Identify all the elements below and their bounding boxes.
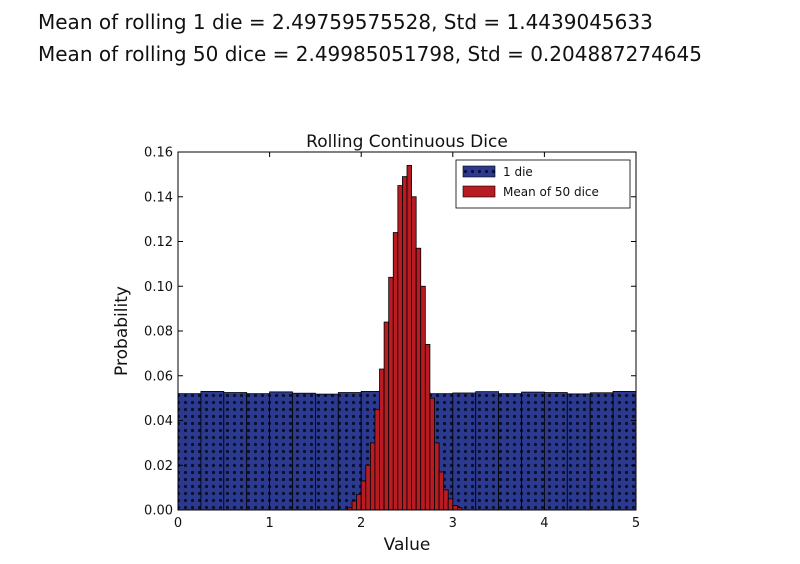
bar-series-2-22 — [447, 498, 454, 511]
bar-series-2-17 — [424, 344, 431, 511]
bar-series-1-17 — [566, 393, 591, 511]
x-axis-label: Value — [384, 535, 431, 555]
y-tick-label: 0.12 — [144, 235, 173, 250]
legend-swatch-2 — [462, 185, 496, 198]
y-tick-label: 0.16 — [144, 146, 173, 161]
bar-series-2-3 — [360, 480, 367, 511]
y-tick-label: 0.14 — [144, 190, 173, 205]
x-tick-label: 1 — [265, 516, 273, 531]
legend-label-1: 1 die — [503, 165, 533, 179]
bar-series-2-23 — [452, 505, 458, 511]
bar-series-1-5 — [292, 392, 316, 511]
bar-series-1-13 — [475, 391, 500, 511]
bar-series-2-14 — [411, 196, 417, 511]
bar-series-2-1 — [351, 500, 358, 511]
bar-series-1-2 — [223, 392, 248, 511]
legend: 1 die Mean of 50 dice — [455, 159, 631, 209]
bar-series-2-2 — [356, 493, 362, 511]
bar-series-2-7 — [379, 368, 385, 511]
y-tick-label: 0.02 — [144, 459, 173, 474]
legend-swatch-1 — [462, 165, 496, 178]
bar-series-2-19 — [434, 442, 440, 511]
bar-series-2-8 — [383, 321, 390, 511]
bar-series-1-15 — [521, 391, 545, 511]
y-tick-label: 0.08 — [144, 325, 173, 340]
bar-series-1-6 — [314, 393, 339, 511]
x-tick-label: 5 — [632, 516, 640, 531]
bar-series-2-11 — [397, 185, 403, 511]
bar-series-2-6 — [374, 408, 380, 511]
bar-series-2-16 — [420, 285, 426, 511]
legend-label-2: Mean of 50 dice — [503, 185, 599, 199]
y-tick-label: 0.10 — [144, 280, 173, 295]
bar-series-1-4 — [269, 391, 293, 511]
header-line-1: Mean of rolling 1 die = 2.49759575528, S… — [38, 10, 653, 34]
header-line-2: Mean of rolling 50 dice = 2.49985051798,… — [38, 42, 702, 66]
axis-ticks: 0 1 2 3 4 5 0.00 0.02 0.04 0.06 0.08 0.10 0.12 0.14 0.… — [144, 146, 640, 532]
bar-series-1-19 — [612, 391, 637, 511]
bar-series-1-12 — [452, 392, 477, 511]
bar-series-1-14 — [498, 393, 522, 511]
bar-series-1-3 — [246, 393, 270, 511]
y-tick-label: 0.00 — [144, 504, 173, 519]
bar-series-2-18 — [429, 397, 435, 511]
chart-title: Rolling Continuous Dice — [306, 132, 508, 152]
bar-series-2-4 — [365, 464, 371, 511]
y-tick-label: 0.04 — [144, 414, 173, 429]
bar-series-2-9 — [388, 276, 394, 511]
series-2-bars — [347, 165, 463, 511]
x-tick-label: 4 — [540, 516, 548, 531]
y-axis-label: Probability — [112, 286, 132, 376]
bar-series-2-15 — [415, 247, 422, 511]
header: Mean of rolling 1 die = 2.49759575528, S… — [38, 6, 702, 70]
bar-series-2-5 — [369, 442, 376, 511]
bar-series-1-7 — [337, 392, 362, 511]
bar-series-2-13 — [406, 165, 412, 511]
bar-series-2-10 — [392, 232, 399, 511]
bar-series-1-18 — [589, 392, 614, 511]
bar-series-1-1 — [200, 391, 225, 511]
x-tick-label: 2 — [357, 516, 365, 531]
bar-series-2-21 — [443, 489, 449, 511]
y-tick-label: 0.06 — [144, 369, 173, 384]
x-tick-label: 3 — [449, 516, 457, 531]
bar-series-2-12 — [402, 176, 408, 511]
x-tick-label: 0 — [174, 516, 182, 531]
bar-series-1-16 — [544, 392, 568, 511]
bar-series-2-20 — [438, 471, 445, 511]
bar-series-1-0 — [177, 393, 202, 511]
